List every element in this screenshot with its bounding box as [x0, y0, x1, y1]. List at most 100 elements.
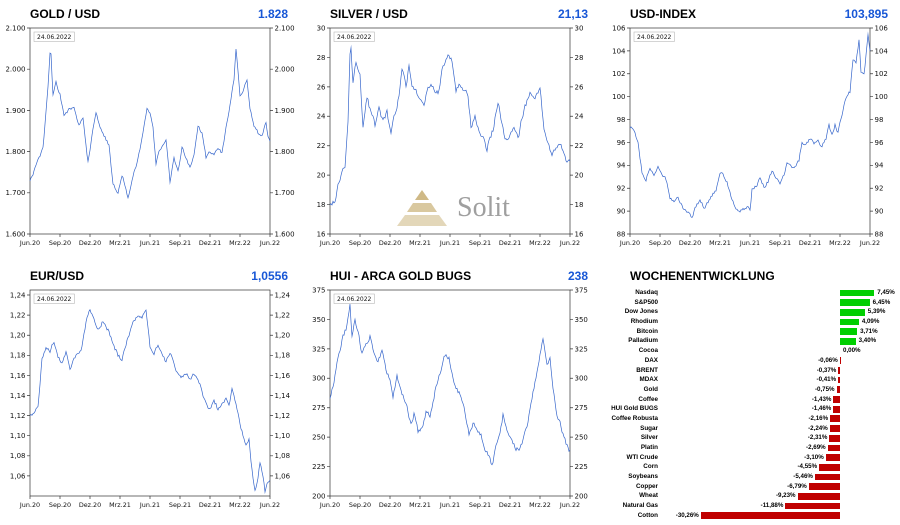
change-value: -11,88%: [760, 502, 784, 510]
weekly-row: Dow Jones 5,39%: [600, 307, 900, 317]
bar-area: 6,45%: [660, 298, 900, 308]
bar-area: 7,45%: [660, 288, 900, 298]
panel-weekly-performance: WOCHENENTWICKLUNG Nasdaq 7,45% S&P500 6,45%…: [600, 262, 900, 525]
change-bar: [797, 492, 840, 500]
change-value: -2,16%: [808, 414, 829, 422]
panel-eur-usd: EUR/USD 1,0556: [0, 262, 300, 525]
change-value: -0,75%: [814, 385, 835, 393]
chart-title: EUR/USD: [30, 269, 85, 283]
weekly-row: Coffee Robusta -2,16%: [600, 414, 900, 424]
change-bar: [838, 367, 840, 374]
instrument-label: DAX: [644, 356, 658, 364]
bar-area: -0,37%: [660, 366, 900, 376]
bar-area: -1,43%: [660, 395, 900, 405]
instrument-label: Copper: [635, 482, 658, 490]
bar-area: -30,26%: [660, 511, 900, 521]
bar-area: 4,09%: [660, 317, 900, 327]
bar-area: -3,10%: [660, 453, 900, 463]
change-value: 3,40%: [858, 337, 877, 345]
bar-area: 3,71%: [660, 327, 900, 337]
change-value: -5,46%: [793, 473, 813, 481]
chart-title: GOLD / USD: [30, 7, 101, 21]
instrument-label: Bitcoin: [636, 327, 658, 335]
chart-current-value: 103,895: [844, 7, 888, 21]
bar-area: -5,46%: [660, 472, 900, 482]
bar-area: -2,24%: [660, 424, 900, 434]
change-value: -2,69%: [806, 444, 826, 451]
instrument-label: Cotton: [637, 511, 658, 519]
change-bar: [836, 386, 840, 394]
bar-area: -4,55%: [660, 462, 900, 472]
weekly-row: Corn -4,55%: [600, 462, 900, 472]
chart-current-value: 21,13: [557, 7, 588, 21]
usd-index-chart: [600, 22, 900, 262]
change-bar: [833, 396, 840, 403]
panel-header-eur-usd: EUR/USD 1,0556: [0, 262, 300, 284]
change-bar: [700, 512, 840, 520]
instrument-label: MDAX: [639, 376, 658, 384]
weekly-row: HUI Gold BUGS -1,46%: [600, 404, 900, 414]
bar-area: -0,75%: [660, 385, 900, 395]
instrument-label: Palladium: [628, 337, 658, 345]
gold-usd-chart: [0, 22, 300, 262]
change-value: -1,43%: [811, 395, 832, 403]
chart-current-value: 1.828: [257, 7, 288, 21]
change-value: -4,55%: [797, 463, 818, 471]
instrument-label: WTI Crude: [626, 453, 658, 461]
change-value: -6,79%: [787, 482, 807, 490]
panel-silver-usd: SILVER / USD 21,13: [300, 0, 600, 262]
weekly-row: Wheat -9,23%: [600, 491, 900, 501]
panel-hui: HUI - ARCA GOLD BUGS 238: [300, 262, 600, 525]
instrument-label: Wheat: [639, 492, 658, 500]
weekly-row: Coffee -1,43%: [600, 395, 900, 405]
change-value: -1,46%: [811, 405, 832, 413]
weekly-row: Silver -2,31%: [600, 433, 900, 443]
instrument-label: Cocoa: [638, 347, 658, 355]
change-value: 3,71%: [860, 327, 878, 335]
weekly-row: DAX -0,06%: [600, 356, 900, 366]
change-value: -0,37%: [816, 366, 837, 374]
chart-title: USD-INDEX: [630, 7, 697, 21]
weekly-row: Rhodium 4,09%: [600, 317, 900, 327]
hui-chart: [300, 284, 600, 524]
weekly-row: Gold -0,75%: [600, 385, 900, 395]
change-bar: [840, 337, 856, 345]
chart-current-value: 238: [567, 269, 588, 283]
change-value: -2,31%: [807, 434, 828, 442]
chart-title: HUI - ARCA GOLD BUGS: [330, 269, 472, 283]
change-value: 4,09%: [861, 318, 880, 326]
bar-area: -2,16%: [660, 414, 900, 424]
eur-usd-chart: [0, 284, 300, 524]
change-value: -0,06%: [818, 356, 838, 364]
bar-area: -0,06%: [660, 356, 900, 366]
change-bar: [840, 299, 870, 306]
change-value: 7,45%: [877, 289, 895, 296]
weekly-row: Bitcoin 3,71%: [600, 327, 900, 337]
instrument-label: Natural Gas: [622, 502, 658, 510]
panel-usd-index: USD-INDEX 103,895: [600, 0, 900, 262]
weekly-row: WTI Crude -3,10%: [600, 453, 900, 463]
change-bar: [840, 289, 875, 297]
instrument-label: HUI Gold BUGS: [611, 405, 658, 413]
bar-area: -0,41%: [660, 375, 900, 385]
change-bar: [829, 434, 840, 442]
bar-area: -6,79%: [660, 482, 900, 492]
change-bar: [808, 483, 840, 491]
instrument-label: Corn: [643, 463, 658, 471]
weekly-row: Cocoa 0,00%: [600, 346, 900, 356]
change-bar: [833, 405, 840, 413]
change-value: -3,10%: [804, 453, 824, 461]
panel-header-gold: GOLD / USD 1.828: [0, 0, 300, 22]
instrument-label: Gold: [643, 385, 658, 393]
bar-area: -2,69%: [660, 443, 900, 453]
weekly-row: MDAX -0,41%: [600, 375, 900, 385]
panel-header-weekly: WOCHENENTWICKLUNG: [600, 262, 900, 284]
change-value: 6,45%: [872, 298, 891, 306]
instrument-label: Coffee: [638, 395, 658, 403]
change-value: -30,26%: [675, 511, 699, 519]
change-bar: [840, 318, 859, 326]
change-value: 0,00%: [843, 347, 861, 355]
bar-area: 0,00%: [660, 346, 900, 356]
instrument-label: Coffee Robusta: [611, 414, 658, 422]
